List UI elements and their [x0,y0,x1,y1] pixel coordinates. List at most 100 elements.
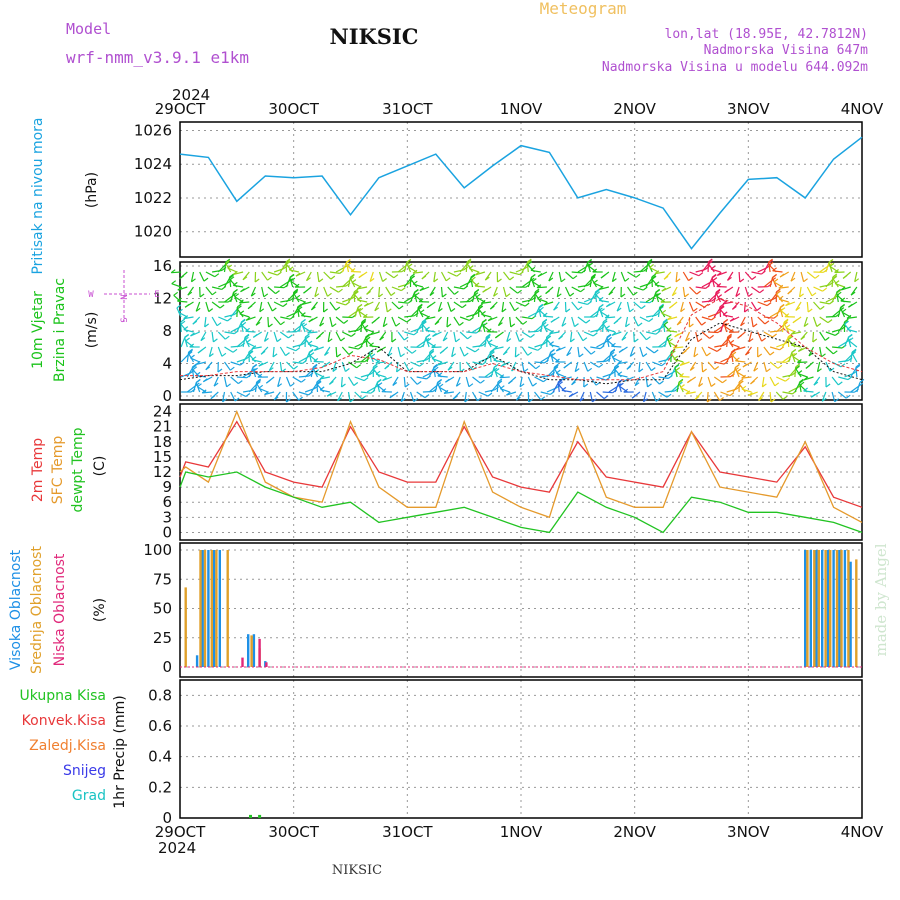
cloud-bar [195,655,199,667]
wind-barb [639,301,650,304]
wind-barb-flag [508,380,513,385]
wind-barb [429,286,436,296]
wind-barb [336,285,347,288]
wind-barb [416,391,426,399]
wind-barb-flag [293,288,299,293]
wind-barb [248,384,257,393]
wind-barb-flag [687,379,692,384]
wind-barb-flag [308,318,314,323]
wind-barb [305,338,312,348]
wind-barb-flag [741,374,746,379]
wind-barb [788,352,793,363]
wind-barb [341,346,350,355]
wind-barb-flag [316,378,322,383]
wind-barb [341,279,351,288]
wind-barb-flag [498,322,503,327]
wind-barb [350,270,361,273]
wind-barb [778,298,789,303]
wind-barb [701,316,712,321]
wind-barbs [170,258,865,403]
wind-barb-flag [506,338,512,343]
wind-barb-flag [610,348,616,353]
wind-barb [230,376,239,385]
elevation: Nadmorska Visina 647m [704,43,869,58]
wind-barb-flag [251,356,257,361]
wind-barb [645,376,649,387]
wind-barb-flag [184,333,189,338]
wind-barb-flag [295,347,301,352]
wind-barb [538,307,542,318]
y-tick-label: 12 [153,463,172,481]
wind-barb [614,366,616,378]
wind-barb [342,316,353,319]
wind-barb [305,271,312,281]
wind-barb [519,376,523,387]
wind-barb [422,354,430,363]
wind-barb-flag [670,350,676,355]
wind-barb [329,271,340,274]
wind-barb-flag [454,290,459,295]
wind-barb-flag [442,337,448,342]
wind-barb [695,286,706,289]
wind-barb-flag [846,314,852,319]
wind-barb-flag [419,287,425,292]
wind-barb-flag [225,259,231,264]
wind-barb-flag [285,260,291,265]
wind-barb [757,301,768,307]
wind-barb-flag [816,323,822,327]
wind-barb [719,306,722,318]
cloud-bar [207,550,210,667]
wind-barb-flag [583,383,589,388]
wind-barb [453,331,457,342]
wind-barb [428,385,438,393]
wind-barb-flag [424,394,430,399]
wind-barb [797,361,808,364]
wind-barb [645,278,653,288]
wind-barb-flag [836,289,842,294]
wind-barb-flag [474,282,480,287]
wind-barb-flag [776,290,781,295]
wind-barb [655,292,660,303]
wind-barb [540,322,544,333]
wind-barb [769,376,776,387]
wind-barb-flag [542,319,548,324]
wind-barb-flag [779,273,785,278]
wind-barb [695,331,699,342]
wind-barb-flag [431,355,437,360]
wind-barb-flag [550,318,556,323]
wind-barb [589,391,593,402]
wind-barb-flag [242,276,248,281]
wind-barb-flag [265,379,271,384]
wind-barb-flag [778,295,784,300]
wind-barb [589,310,599,318]
wind-barb-flag [450,308,456,312]
wind-barb [258,387,269,393]
bottom-time-label: 2NOV [613,823,656,841]
wind-barb [472,361,483,366]
wind-barb-flag [553,306,558,311]
wind-barb-flag [466,260,472,265]
precip-legend-label: Zaledj.Kisa [29,738,106,754]
wind-barb-flag [782,395,788,400]
wind-barb [382,316,387,327]
wind-barb-flag [834,398,840,403]
wind-barb-flag [729,317,735,322]
wind-barb [320,389,331,393]
wind-barb-flag [844,320,849,325]
wind-barb-flag [199,293,205,298]
wind-barb-flag [414,292,420,297]
wind-barb-flag [417,304,423,309]
wind-barb-flag [404,383,410,388]
cloud-bar [804,550,807,667]
bottom-time-label: 1NOV [500,823,543,841]
wind-barb-flag [828,259,834,263]
wind-barb-flag [530,333,535,338]
wind-barb-flag [254,278,260,283]
wind-barb [726,352,732,363]
temp-unit: (C) [92,456,108,477]
cloud-bar [210,550,213,667]
wind-barb-flag [346,262,352,267]
wind-barb-flag [751,276,757,280]
wind-barb [472,345,483,348]
